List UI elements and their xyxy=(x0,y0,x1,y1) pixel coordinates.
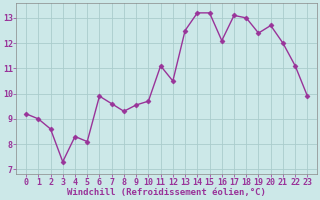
X-axis label: Windchill (Refroidissement éolien,°C): Windchill (Refroidissement éolien,°C) xyxy=(67,188,266,197)
